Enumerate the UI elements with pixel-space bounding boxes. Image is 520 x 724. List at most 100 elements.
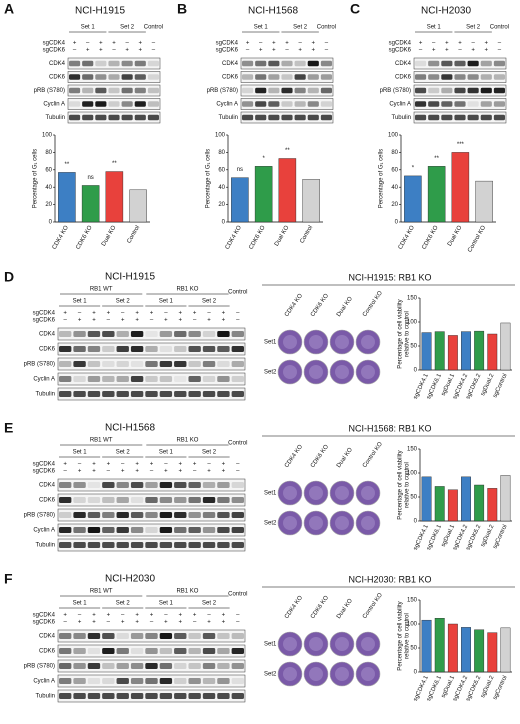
band bbox=[145, 527, 158, 533]
band bbox=[59, 633, 72, 639]
band bbox=[174, 633, 187, 639]
band bbox=[145, 542, 158, 548]
band bbox=[59, 361, 72, 367]
band bbox=[217, 361, 230, 367]
band bbox=[145, 633, 158, 639]
band bbox=[307, 101, 319, 107]
colony-column-label: Control KO bbox=[362, 592, 384, 620]
band bbox=[59, 542, 72, 548]
band bbox=[116, 678, 129, 684]
band bbox=[467, 101, 479, 107]
band bbox=[217, 391, 230, 397]
band bbox=[415, 87, 427, 94]
band bbox=[217, 693, 230, 699]
panel-title: NCI-H1568 bbox=[248, 6, 298, 17]
sg-sign: + bbox=[92, 620, 96, 626]
band bbox=[217, 482, 230, 488]
band bbox=[108, 60, 120, 67]
band bbox=[188, 331, 201, 337]
band bbox=[159, 361, 173, 367]
band bbox=[145, 391, 158, 397]
sg-sign: + bbox=[164, 469, 168, 475]
band bbox=[441, 101, 453, 107]
band bbox=[73, 663, 86, 669]
sg-sign: + bbox=[121, 620, 125, 626]
band bbox=[467, 74, 479, 80]
band bbox=[116, 482, 129, 488]
genotype-label: RB1 KO bbox=[176, 438, 198, 444]
band bbox=[73, 376, 86, 382]
sg-label: sgCDK4 bbox=[389, 41, 412, 47]
band bbox=[281, 87, 293, 94]
sg-sign: – bbox=[86, 41, 90, 47]
band bbox=[231, 497, 244, 503]
band bbox=[294, 87, 306, 94]
chart-title: NCI-H1568: RB1 KO bbox=[348, 423, 431, 433]
band bbox=[159, 693, 173, 699]
sg-sign: + bbox=[272, 41, 276, 47]
band bbox=[307, 74, 319, 80]
band bbox=[130, 542, 144, 548]
band bbox=[320, 74, 332, 80]
band bbox=[102, 527, 115, 533]
protein-label: CDK6 bbox=[39, 347, 56, 353]
band bbox=[121, 114, 133, 121]
sg-sign: + bbox=[193, 613, 197, 619]
set-label: Set 1 bbox=[73, 450, 88, 456]
y-tick-label: 40 bbox=[218, 185, 225, 191]
bar bbox=[475, 180, 493, 223]
set-label: Control bbox=[144, 25, 163, 31]
band bbox=[102, 376, 115, 382]
sg-sign: – bbox=[236, 620, 240, 626]
x-tick-label: CDK6 KO bbox=[421, 225, 440, 251]
panel-title: NCI-H2030 bbox=[421, 6, 471, 17]
bar bbox=[451, 152, 470, 223]
band bbox=[59, 391, 72, 397]
bar bbox=[461, 331, 471, 371]
protein-label: CDK6 bbox=[222, 75, 239, 81]
sg-sign: + bbox=[92, 311, 96, 317]
colony-row-label: Set1 bbox=[264, 340, 277, 346]
colony-center bbox=[283, 516, 297, 530]
band bbox=[159, 482, 173, 488]
band bbox=[130, 376, 144, 382]
protein-label: CDK4 bbox=[395, 61, 412, 67]
y-tick-label: 150 bbox=[407, 296, 418, 302]
sg-label: sgCDK4 bbox=[33, 311, 56, 317]
band bbox=[174, 648, 187, 654]
band bbox=[454, 101, 466, 107]
band bbox=[320, 114, 332, 121]
colony-center bbox=[335, 516, 349, 530]
bar bbox=[105, 171, 124, 223]
sg-sign: + bbox=[135, 311, 139, 317]
protein-label: CDK4 bbox=[39, 332, 56, 338]
significance: ** bbox=[285, 148, 290, 154]
band bbox=[188, 678, 201, 684]
band bbox=[159, 633, 173, 639]
bar bbox=[404, 175, 422, 223]
set-label: Set 2 bbox=[116, 450, 131, 456]
sg-sign: + bbox=[193, 462, 197, 468]
band bbox=[116, 633, 129, 639]
sg-sign: + bbox=[222, 620, 226, 626]
y-axis-label: Percentage of cell viability bbox=[398, 299, 404, 368]
sg-label: sgCDK6 bbox=[33, 469, 56, 475]
band bbox=[73, 391, 86, 397]
bar bbox=[474, 629, 485, 673]
band bbox=[255, 114, 267, 121]
sg-sign: – bbox=[285, 48, 289, 54]
band bbox=[320, 87, 332, 94]
band bbox=[188, 633, 201, 639]
sg-sign: + bbox=[471, 48, 475, 54]
bar bbox=[474, 484, 485, 522]
colony-column-label: CDK6 KO bbox=[310, 444, 330, 469]
bar bbox=[500, 475, 511, 522]
band bbox=[242, 114, 254, 121]
significance: ** bbox=[434, 156, 439, 162]
band bbox=[134, 60, 146, 67]
band bbox=[87, 376, 101, 382]
sg-sign: – bbox=[164, 613, 168, 619]
sg-sign: – bbox=[64, 620, 68, 626]
band bbox=[87, 693, 101, 699]
band bbox=[102, 542, 115, 548]
